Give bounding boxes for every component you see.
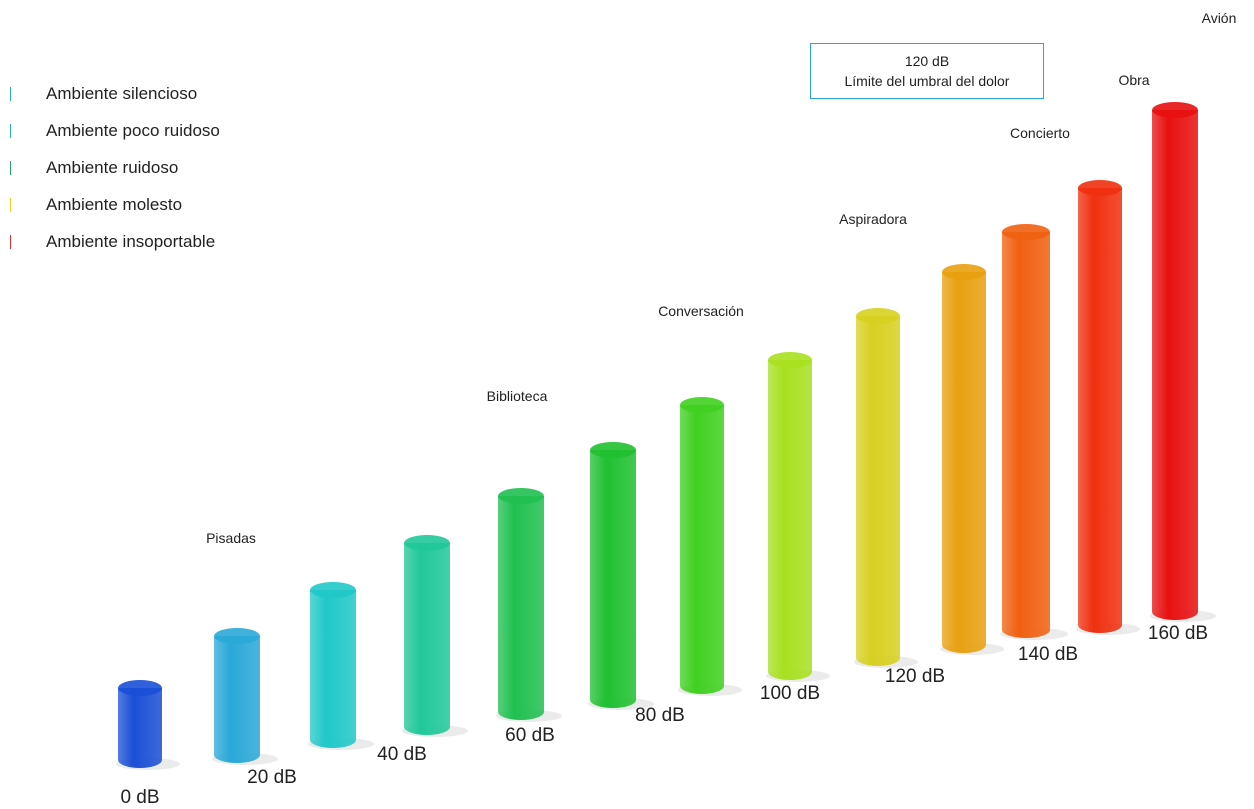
example-label: Pisadas [206,530,256,546]
legend-label: Ambiente ruidoso [46,158,179,177]
legend-label: Ambiente poco ruidoso [46,121,220,140]
cylinder-top [590,442,636,458]
cylinder-top [856,308,900,324]
cylinder-top [942,264,986,280]
level-label: 140 dB [1017,644,1079,665]
cylinder-top [498,488,544,504]
example-label: Aspiradora [839,211,907,227]
cylinder [1152,110,1198,620]
level-label: 160 dB [1147,623,1209,644]
example-label: Biblioteca [486,388,548,404]
level-label: 60 dB [505,725,555,746]
cylinder-top [118,680,162,696]
legend-swatch [10,235,11,249]
legend-label: Ambiente insoportable [46,232,216,251]
level-label: 100 dB [759,683,821,704]
level-label: 120 dB [884,666,946,687]
cylinder [404,543,450,735]
cylinder [768,360,812,680]
level-label: 80 dB [635,705,685,726]
legend-swatch [10,87,11,101]
cylinder-top [404,535,450,551]
cylinder-top [214,628,260,644]
cylinder-top [768,352,812,368]
cylinder [310,590,356,748]
example-label: Conversación [658,303,744,319]
cylinder [942,272,986,653]
cylinder [1078,188,1122,633]
legend-swatch [10,124,11,138]
example-label: Concierto [1010,125,1070,141]
cylinder-top [1152,102,1198,118]
callout-line: 120 dB [904,53,950,69]
cylinder [856,316,900,666]
cylinder [214,636,260,763]
callout: 120 dB Límite del umbral del dolor [810,43,1044,99]
legend-label: Ambiente silencioso [46,84,198,103]
legend-swatch [10,198,11,212]
cylinder [590,450,636,708]
callout-line: Límite del umbral del dolor [844,73,1010,89]
cylinder-top [680,397,724,413]
legend-swatch [10,161,11,175]
cylinder-top [1078,180,1122,196]
cylinder [1002,232,1050,638]
example-label: Avión [1201,10,1237,26]
cylinder [118,688,162,768]
cylinder [680,405,724,694]
level-label: 0 dB [120,787,160,808]
cylinder-top [1002,224,1050,240]
level-label: 40 dB [377,744,427,765]
cylinder-top [310,582,356,598]
cylinder [498,496,544,720]
legend-label: Ambiente molesto [46,195,183,214]
example-label: Obra [1118,72,1150,88]
level-label: 20 dB [247,767,297,788]
